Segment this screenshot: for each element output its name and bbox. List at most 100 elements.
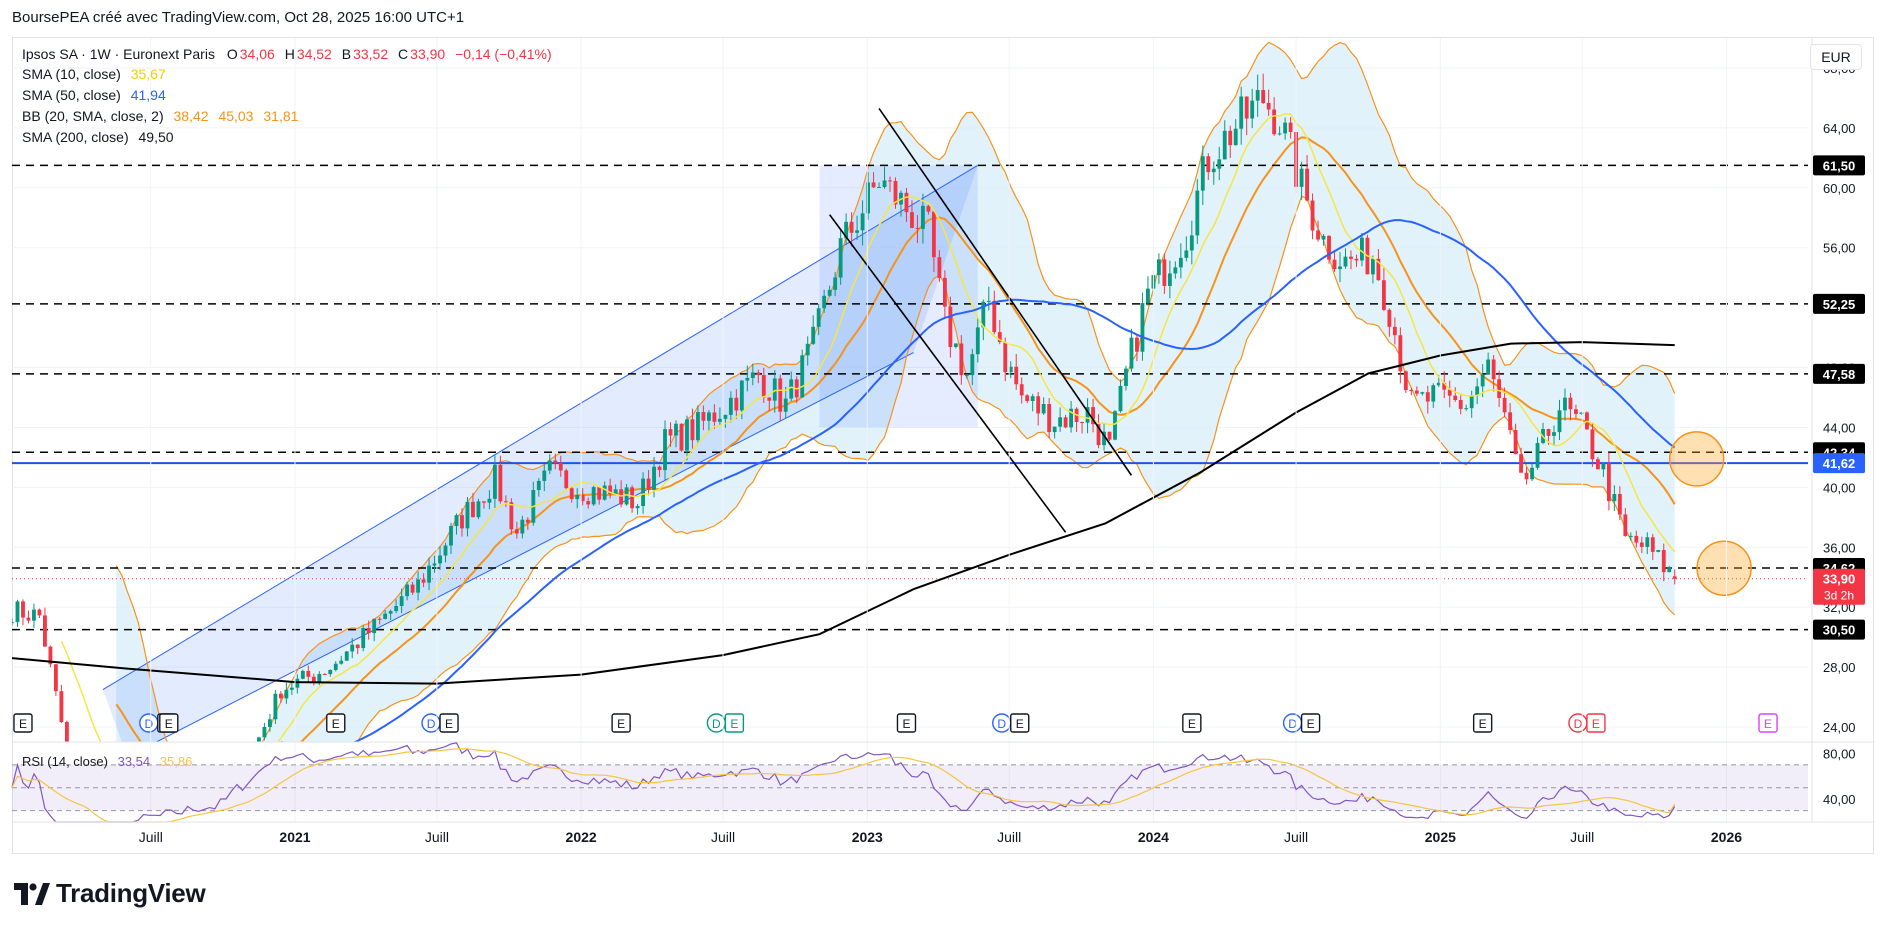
candle-body	[509, 502, 514, 530]
sma10-legend[interactable]: SMA (10, close) 35,67	[22, 64, 168, 84]
earnings-marker	[896, 713, 917, 733]
candle-body	[822, 295, 827, 309]
candle-body	[1458, 400, 1463, 409]
candle-body	[619, 489, 624, 505]
bb-up-value: 45,03	[218, 108, 254, 124]
candle-body	[641, 478, 645, 507]
candle-body	[942, 277, 947, 307]
candle-body	[267, 719, 272, 727]
candle-body	[915, 227, 920, 229]
candle-body	[608, 485, 613, 495]
candle-body	[427, 565, 431, 583]
candle-body	[1135, 337, 1139, 352]
candle-body	[1508, 412, 1513, 431]
candle-body	[1354, 258, 1359, 261]
candle-body	[498, 464, 503, 502]
earnings-marker	[159, 713, 179, 733]
candle-body	[1250, 100, 1255, 119]
time-tick-label: 2023	[852, 829, 883, 845]
candle-body	[921, 205, 925, 229]
candle-body	[1195, 190, 1200, 236]
level-price-tag	[1813, 453, 1865, 474]
candle-body	[1266, 103, 1271, 110]
sma10-value: 35,67	[130, 66, 166, 82]
candle-body	[1052, 426, 1057, 433]
high-label: H	[284, 46, 295, 62]
event-marker-label: D	[1288, 717, 1297, 731]
bollinger-band-fill	[116, 42, 1675, 742]
candle-body	[800, 355, 805, 398]
tradingview-logo[interactable]: TradingView	[14, 878, 206, 909]
sma50-label: SMA (50, close)	[22, 87, 121, 103]
candle-body	[734, 397, 739, 411]
candle-body	[871, 182, 876, 188]
sma200-legend[interactable]: SMA (200, close) 49,50	[22, 127, 176, 147]
candle-body	[344, 651, 349, 661]
candle-body	[580, 494, 585, 502]
candle-body	[1530, 467, 1534, 480]
candle-body	[1398, 335, 1403, 372]
earnings-marker	[1300, 713, 1321, 733]
candle-body	[1552, 432, 1556, 436]
candle-body	[712, 412, 717, 422]
candle-body	[536, 480, 541, 491]
candle-body	[910, 212, 914, 228]
event-marker-label: E	[1307, 717, 1315, 731]
price-tick-label: 36,00	[1823, 540, 1856, 555]
candle-body	[1058, 417, 1063, 427]
candle-body	[827, 289, 832, 296]
candle-body	[48, 646, 53, 665]
candle-body	[443, 545, 448, 556]
level-price-label: 52,25	[1823, 297, 1856, 312]
candle-body	[454, 515, 459, 527]
rsi-legend[interactable]: RSI (14, close) 33,54 35,86	[22, 752, 194, 772]
level-price-tag	[1813, 619, 1865, 640]
candle-body	[1513, 430, 1518, 455]
chart-frame	[12, 37, 1874, 854]
candle-body	[668, 429, 673, 436]
candle-body	[1096, 424, 1101, 446]
candle-body	[1189, 235, 1194, 251]
sma50-legend[interactable]: SMA (50, close) 41,94	[22, 85, 168, 105]
candle-body	[1003, 342, 1008, 373]
bb-legend[interactable]: BB (20, SMA, close, 2) 38,42 45,03 31,81	[22, 106, 300, 126]
candle-body	[328, 669, 333, 675]
rsi-label: RSI (14, close)	[22, 754, 108, 769]
price-tick-label: 40,00	[1823, 480, 1856, 495]
candle-body	[997, 332, 1002, 343]
candle-body	[262, 726, 267, 738]
open-value: 34,06	[239, 46, 275, 62]
candle-body	[1656, 550, 1661, 552]
candle-body	[1283, 122, 1288, 134]
candle-body	[525, 519, 530, 523]
candle-body	[597, 487, 602, 500]
currency-button[interactable]: EUR	[1810, 44, 1862, 70]
last-price-label: 33,90	[1823, 572, 1856, 587]
candle-body	[838, 238, 843, 278]
candle-body	[542, 470, 547, 481]
event-marker-label: E	[730, 717, 738, 731]
candle-body	[1102, 431, 1106, 446]
candle-body	[1535, 443, 1540, 468]
candle-body	[1178, 257, 1183, 268]
candle-body	[811, 326, 816, 344]
time-tick-label: 2025	[1425, 829, 1456, 845]
trend-line	[829, 214, 1067, 533]
rising-channel-fill	[102, 165, 978, 742]
candle-body	[487, 498, 492, 503]
candle-body	[1173, 267, 1178, 274]
change-value: −0,14 (−0,41%)	[455, 46, 552, 62]
candle-body	[1645, 537, 1650, 547]
candle-body	[1041, 404, 1046, 414]
candle-body	[1639, 542, 1644, 547]
candle-body	[767, 397, 772, 401]
candle-body	[1606, 463, 1611, 502]
candle-body	[1327, 235, 1331, 260]
candle-body	[460, 515, 464, 529]
sma10-label: SMA (10, close)	[22, 66, 121, 82]
candle-body	[257, 737, 261, 742]
candle-body	[399, 596, 404, 607]
trend-line	[878, 107, 1133, 476]
candle-body	[1650, 537, 1655, 552]
